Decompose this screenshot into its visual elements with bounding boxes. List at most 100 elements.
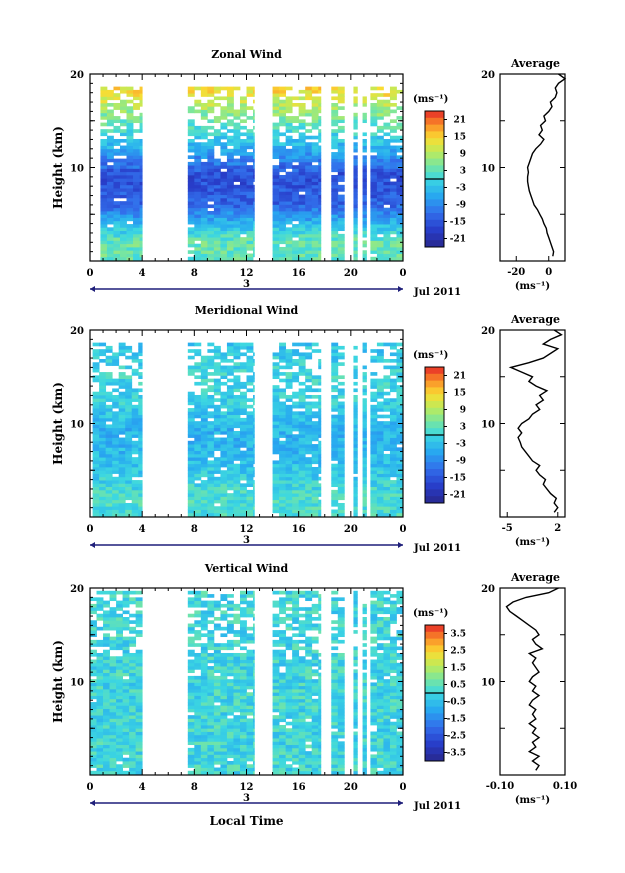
heatmap-cell (298, 188, 306, 192)
heatmap-cell (383, 421, 391, 425)
heatmap-cell (233, 430, 241, 435)
heatmap-cell (99, 466, 107, 471)
heatmap-cell (285, 600, 293, 605)
heatmap-cell (279, 643, 287, 647)
heatmap-cell (337, 685, 345, 690)
heatmap-cell (353, 440, 358, 445)
heatmap-cell (138, 434, 143, 438)
heatmap-cell (220, 656, 228, 660)
heatmap-cell (200, 652, 208, 657)
heatmap-cell (337, 623, 345, 628)
heatmap-cell (396, 227, 404, 232)
heatmap-cell (135, 751, 143, 755)
heatmap (100, 86, 404, 261)
heatmap-cell (90, 715, 97, 719)
heatmap-cell (187, 506, 195, 510)
heatmap-cell (331, 372, 339, 376)
heatmap-cell (213, 486, 221, 491)
heatmap-cell (90, 731, 97, 736)
heatmap-cell (311, 174, 319, 179)
heatmap-cell (187, 764, 195, 768)
heatmap-cell (207, 246, 215, 251)
heatmap-cell (106, 178, 114, 182)
heatmap-cell (126, 152, 134, 156)
heatmap-cell (292, 685, 300, 690)
heatmap-cell (279, 116, 287, 120)
heatmap-cell (370, 243, 378, 248)
heatmap-cell (331, 345, 339, 350)
heatmap-cell (220, 109, 228, 114)
heatmap-cell (331, 626, 339, 631)
heatmap-cell (105, 453, 113, 458)
heatmap-cell (311, 499, 319, 504)
heatmap-cell (106, 174, 114, 179)
heatmap-cell (135, 764, 143, 768)
heatmap-cell (353, 116, 358, 120)
heatmap-cell (311, 480, 319, 484)
heatmap-cell (285, 764, 293, 768)
heatmap-cell (194, 623, 202, 628)
heatmap-cell (337, 672, 345, 677)
heatmap-cell (99, 391, 107, 396)
heatmap-cell (96, 751, 104, 755)
heatmap-cell (318, 417, 322, 422)
heatmap-cell (92, 450, 100, 455)
heatmap-cell (279, 493, 287, 497)
heatmap-cell (376, 434, 384, 438)
heatmap-cell (353, 718, 358, 723)
heatmap-cell (200, 669, 208, 674)
heatmap-cell (353, 502, 358, 507)
heatmap-cell (220, 197, 228, 202)
heatmap-cell (305, 509, 313, 514)
heatmap-cell (353, 171, 358, 176)
heatmap-cell (272, 372, 280, 376)
heatmap-cell (311, 191, 319, 196)
heatmap-cell (353, 457, 358, 461)
heatmap-cell (239, 711, 247, 716)
heatmap-cell (311, 770, 319, 775)
heatmap-cell (122, 603, 130, 608)
heatmap-cell (318, 603, 322, 608)
heatmap-cell (285, 362, 293, 366)
heatmap-cell (106, 217, 114, 222)
heatmap-cell (311, 502, 319, 507)
heatmap-cell (279, 191, 287, 196)
heatmap-cell (318, 171, 322, 176)
heatmap-cell (133, 174, 140, 179)
heatmap-cell (331, 375, 339, 380)
heatmap-cell (362, 184, 367, 189)
heatmap-cell (187, 355, 195, 360)
heatmap-cell (220, 191, 228, 196)
heatmap-cell (272, 688, 280, 693)
heatmap-cell (233, 453, 241, 458)
heatmap-cell (187, 473, 195, 478)
heatmap-cell (239, 178, 247, 182)
colorbar-tick-label: 3 (460, 167, 466, 177)
heatmap-cell (200, 594, 208, 598)
heatmap-cell (139, 204, 143, 209)
heatmap-cell (389, 463, 397, 468)
heatmap-cell (207, 453, 215, 458)
heatmap-cell (298, 201, 306, 205)
heatmap-cell (213, 757, 221, 762)
heatmap-cell (122, 672, 130, 677)
heatmap-cell (253, 457, 255, 461)
heatmap-cell (135, 692, 143, 696)
heatmap-cell (200, 760, 208, 765)
heatmap-cell (226, 685, 234, 690)
heatmap-cell (200, 738, 208, 742)
heatmap-cell (194, 744, 202, 749)
heatmap-cell (100, 240, 108, 245)
heatmap-cell (318, 102, 322, 107)
heatmap-cell (220, 744, 228, 749)
heatmap-cell (213, 89, 221, 94)
heatmap-cell (92, 466, 100, 471)
average-x-tick-label: -5 (502, 523, 513, 534)
heatmap-cell (113, 86, 121, 91)
heatmap-cell (200, 378, 208, 383)
heatmap-cell (125, 480, 133, 484)
heatmap-cell (292, 747, 300, 752)
heatmap-cell (383, 171, 391, 176)
heatmap-cell (331, 250, 339, 254)
heatmap-cell (311, 96, 319, 101)
